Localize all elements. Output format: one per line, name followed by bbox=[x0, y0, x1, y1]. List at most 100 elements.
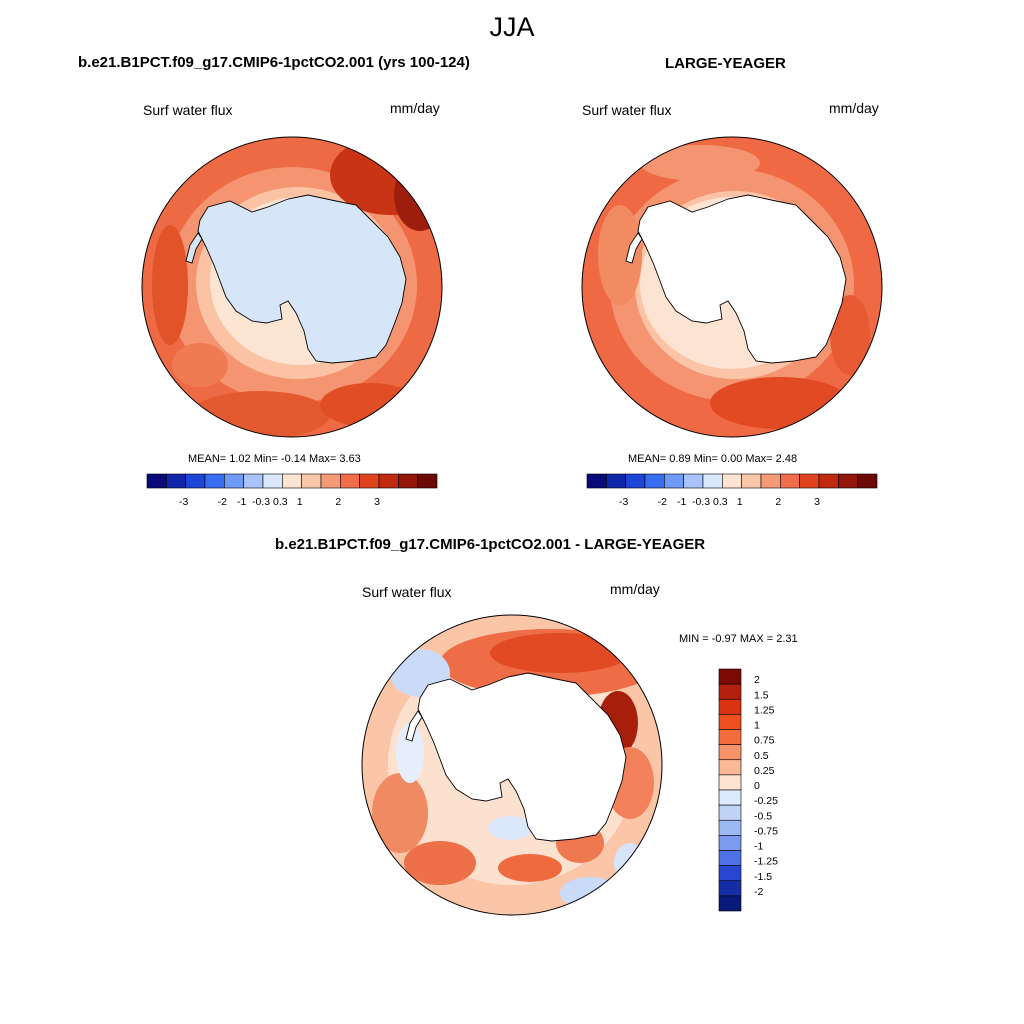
colorbar-swatch bbox=[838, 473, 858, 489]
flux-anomaly-patch bbox=[830, 295, 870, 375]
colorbar-swatch bbox=[718, 895, 742, 912]
colorbar-swatch bbox=[185, 473, 206, 489]
panel3-stats: MIN = -0.97 MAX = 2.31 bbox=[679, 633, 798, 645]
flux-anomaly-patch bbox=[190, 391, 330, 437]
colorbar-tick-label: -2 bbox=[218, 496, 227, 508]
map-border bbox=[141, 136, 443, 438]
flux-anomaly-patch bbox=[372, 773, 428, 853]
colorbar-swatch bbox=[718, 804, 742, 821]
colorbar-swatch bbox=[718, 759, 742, 776]
colorbar-swatch bbox=[146, 473, 167, 489]
colorbar-swatch bbox=[625, 473, 646, 489]
flux-anomaly-patch bbox=[488, 816, 532, 840]
colorbar-swatch bbox=[718, 789, 742, 806]
colorbar-tick-label: -1 bbox=[677, 496, 686, 508]
colorbar-swatch bbox=[718, 880, 742, 897]
flux-anomaly-patch bbox=[640, 145, 760, 181]
colorbar-swatch bbox=[718, 819, 742, 836]
peninsula-coastline bbox=[405, 710, 423, 742]
antarctica-coastline bbox=[197, 194, 407, 364]
colorbar-tick-label: -2 bbox=[658, 496, 667, 508]
colorbar-swatch bbox=[718, 744, 742, 761]
colorbar-swatch bbox=[702, 473, 723, 489]
colorbar-swatch bbox=[204, 473, 225, 489]
colorbar-tick-label: -0.75 bbox=[754, 825, 778, 837]
colorbar-swatch bbox=[398, 473, 418, 489]
panel2-colorbar: -3 -2 -1 -0.3 0.3 1 2 3 bbox=[586, 473, 878, 508]
colorbar-swatch bbox=[417, 473, 438, 489]
colorbar-tick-label: 1.5 bbox=[754, 689, 769, 701]
antarctica-coastline bbox=[417, 672, 627, 842]
map-border bbox=[581, 136, 883, 438]
colorbar-swatch bbox=[606, 473, 626, 489]
colorbar-swatch bbox=[243, 473, 264, 489]
colorbar-tick-label: 0.75 bbox=[754, 735, 775, 747]
colorbar-tick-label: 3 bbox=[374, 496, 380, 508]
colorbar-tick-label: -1 bbox=[237, 496, 246, 508]
flux-anomaly-patch bbox=[614, 843, 646, 883]
flux-anomaly-patch bbox=[394, 159, 442, 231]
panel1-title: b.e21.B1PCT.f09_g17.CMIP6-1pctCO2.001 (y… bbox=[78, 54, 470, 71]
colorbar-tick-label: 2 bbox=[754, 674, 760, 686]
panel2-title: LARGE-YEAGER bbox=[665, 55, 786, 72]
panel3-units-label: mm/day bbox=[610, 581, 660, 597]
colorbar-tick-label: -2 bbox=[754, 886, 763, 898]
colorbar-tick-label: 0.3 bbox=[713, 496, 728, 508]
colorbar-swatch bbox=[664, 473, 684, 489]
colorbar-swatch bbox=[301, 473, 322, 489]
colorbar-swatch bbox=[320, 473, 341, 489]
colorbar-swatch bbox=[722, 473, 742, 489]
colorbar-swatch bbox=[818, 473, 839, 489]
colorbar-swatch bbox=[644, 473, 665, 489]
colorbar-tick-label: 1 bbox=[737, 496, 743, 508]
peninsula-coastline bbox=[625, 232, 643, 264]
colorbar-tick-label: 1 bbox=[754, 720, 760, 732]
colorbar-tick-label: -1 bbox=[754, 841, 763, 853]
colorbar-tick-label: -0.25 bbox=[754, 795, 778, 807]
colorbar-tick-label: -0.3 bbox=[692, 496, 710, 508]
colorbar-swatch bbox=[718, 683, 742, 700]
panel3-variable-label: Surf water flux bbox=[362, 584, 452, 600]
flux-anomaly-patch bbox=[490, 633, 630, 673]
flux-anomaly-patch bbox=[404, 841, 476, 885]
colorbar-tick-label: -1.5 bbox=[754, 871, 772, 883]
flux-anomaly-patch bbox=[172, 343, 228, 387]
colorbar-swatch bbox=[359, 473, 380, 489]
colorbar-tick-label: -0.5 bbox=[754, 810, 772, 822]
colorbar-swatch bbox=[166, 473, 186, 489]
colorbar-tick-label: 0.5 bbox=[754, 750, 769, 762]
colorbar-swatch bbox=[282, 473, 302, 489]
flux-anomaly-patch bbox=[498, 854, 562, 882]
colorbar-swatch bbox=[780, 473, 800, 489]
colorbar-swatch bbox=[262, 473, 283, 489]
colorbar-swatch bbox=[718, 774, 742, 791]
colorbar-swatch bbox=[857, 473, 878, 489]
panel2-polar-map bbox=[581, 136, 883, 438]
antarctica-coastline bbox=[637, 194, 847, 364]
colorbar-swatch bbox=[718, 698, 742, 715]
colorbar-swatch bbox=[718, 668, 742, 685]
panel3-colorbar: 2 1.5 1.25 1 0.75 0.5 0.25 0 -0.25 -0.5 -0.75 -1 -1.… bbox=[718, 668, 778, 912]
colorbar-tick-label: 1 bbox=[297, 496, 303, 508]
peninsula-coastline bbox=[185, 232, 203, 264]
colorbar-swatch bbox=[683, 473, 704, 489]
panel2-stats: MEAN= 0.89 Min= 0.00 Max= 2.48 bbox=[628, 453, 798, 465]
colorbar-swatch bbox=[718, 865, 742, 882]
colorbar-tick-label: 2 bbox=[775, 496, 781, 508]
colorbar-tick-label: -3 bbox=[619, 496, 628, 508]
colorbar-tick-label: 2 bbox=[335, 496, 341, 508]
panel1-variable-label: Surf water flux bbox=[143, 102, 233, 118]
map-border bbox=[361, 614, 663, 916]
colorbar-swatch bbox=[799, 473, 820, 489]
panel1-colorbar: -3 -2 -1 -0.3 0.3 1 2 3 bbox=[146, 473, 438, 508]
season-title: JJA bbox=[489, 12, 535, 42]
colorbar-tick-label: -3 bbox=[179, 496, 188, 508]
flux-anomaly-patch bbox=[320, 383, 420, 427]
panel2-units-label: mm/day bbox=[829, 100, 879, 116]
flux-anomaly-patch bbox=[152, 225, 188, 345]
panel1-polar-map bbox=[141, 136, 443, 438]
colorbar-tick-label: 0 bbox=[754, 780, 760, 792]
panel3-title: b.e21.B1PCT.f09_g17.CMIP6-1pctCO2.001 - … bbox=[275, 536, 706, 553]
colorbar-swatch bbox=[760, 473, 781, 489]
flux-anomaly-patch bbox=[710, 377, 850, 429]
